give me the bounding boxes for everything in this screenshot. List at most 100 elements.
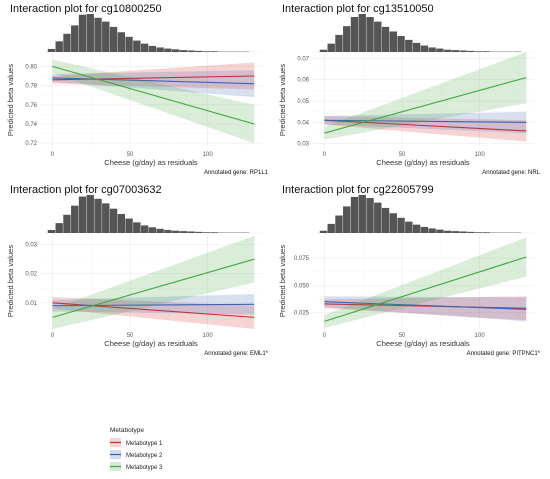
x-axis-title: Cheese (g/day) as residuals [104, 158, 198, 167]
histogram-bar [475, 232, 483, 233]
histogram-bar [381, 207, 390, 233]
confidence-band [52, 294, 255, 315]
annotated-gene-note: Annotated gene: PITPNC1* [467, 351, 541, 357]
histogram-bar [195, 50, 203, 52]
series-3 [52, 235, 255, 329]
annotated-gene-note: Annotated gene: RP1L1 [204, 170, 269, 176]
histogram-bar [47, 229, 56, 233]
histogram-bar [195, 231, 203, 233]
x-axis-title: Cheese (g/day) as residuals [104, 339, 198, 348]
histogram [312, 195, 534, 234]
histogram-bar [451, 231, 460, 233]
histogram-bar [374, 21, 382, 52]
gridlines [312, 233, 534, 329]
y-tick-label: 0.76 [25, 103, 37, 109]
x-tick-label: 0 [51, 152, 55, 158]
histogram-bar [327, 43, 335, 52]
histogram-bar [156, 47, 164, 52]
histogram-bar [164, 229, 172, 233]
x-axis-title: Cheese (g/day) as residuals [376, 158, 470, 167]
annotated-gene-note: Annotated gene: NRL [482, 170, 540, 176]
histogram-bar [133, 40, 141, 52]
panel-title: Interaction plot for cg13510050 [282, 3, 434, 15]
histogram-bar [164, 48, 172, 52]
histogram-bar [335, 34, 343, 52]
gridlines [312, 52, 534, 148]
histogram [40, 14, 262, 53]
histogram-bar [350, 17, 359, 52]
chart-panel-1: Interaction plot for cg10800250 0.72 0.74 0… [6, 3, 269, 176]
histogram-bar [210, 232, 219, 233]
histogram-bar [148, 227, 157, 233]
x-tick-label: 0 [323, 152, 327, 158]
legend-label-3: Metabotype 3 [126, 465, 163, 471]
histogram-bar [78, 196, 87, 233]
histogram-bar [412, 224, 421, 233]
confidence-band [52, 70, 255, 98]
series-3 [324, 237, 527, 328]
histogram-bar [55, 41, 63, 52]
histogram-bar [467, 231, 475, 233]
histogram [40, 195, 262, 234]
histogram-bar [428, 47, 436, 52]
histogram-bar [405, 221, 413, 233]
histogram-bar [482, 51, 491, 52]
y-axis-title: Predicted beta values [6, 64, 15, 136]
histogram-bar [343, 206, 351, 233]
histogram-bar [475, 51, 483, 52]
histogram-bar [71, 25, 79, 52]
histogram-bar [117, 32, 125, 52]
series-2 [324, 296, 527, 322]
x-tick-label: 100 [203, 333, 214, 339]
histogram-bar [203, 51, 211, 52]
fitted-line [52, 77, 255, 85]
histogram-bar [459, 50, 467, 52]
histogram-bar [156, 228, 164, 233]
histogram-bar [366, 198, 374, 233]
y-axis-title: Predicted beta values [278, 64, 287, 136]
series-2 [52, 294, 255, 315]
histogram-bar [171, 230, 180, 233]
confidence-band [324, 52, 527, 140]
histogram-bar [405, 39, 413, 52]
fitted-line [324, 256, 527, 322]
panel-title: Interaction plot for cg10800250 [10, 3, 162, 15]
y-tick-label: 0.80 [25, 64, 37, 70]
histogram-bar [436, 48, 444, 52]
legend-item-2: Metabotype 2 [110, 450, 163, 459]
confidence-band [324, 296, 527, 322]
histogram-bar [482, 232, 491, 233]
histogram-bar [78, 14, 87, 52]
fitted-line [324, 77, 527, 134]
y-tick-label: 0.74 [25, 122, 37, 128]
histogram-bar [94, 17, 102, 52]
y-tick-label: 0.03 [297, 142, 309, 148]
histogram-bar [125, 36, 133, 52]
histogram-bar [327, 223, 335, 233]
fitted-line [52, 303, 255, 307]
y-tick-label: 0.050 [294, 283, 310, 289]
y-tick-label: 0.025 [294, 311, 310, 317]
legend-label-1: Metabotype 1 [126, 441, 163, 447]
histogram-bar [389, 213, 397, 233]
histogram-bar [443, 230, 452, 233]
fitted-line [324, 119, 527, 132]
chart-panel-4: Interaction plot for cg22605799 0.025 0.05… [278, 184, 541, 357]
histogram-bar [451, 50, 460, 52]
histogram-bar [350, 196, 359, 233]
y-tick-label: 0.78 [25, 84, 37, 90]
histogram-bar [381, 26, 390, 52]
chart-panel-2: Interaction plot for cg13510050 0.03 0.04 0… [278, 3, 541, 176]
y-tick-label: 0.075 [294, 256, 310, 262]
gridlines [40, 233, 262, 329]
histogram-bar [397, 36, 405, 52]
x-tick-label: 50 [399, 152, 406, 158]
legend: Metabotype Metabotype 1 Metabotype 2 Met… [110, 427, 163, 471]
histogram-bar [47, 48, 56, 52]
fitted-line [324, 301, 527, 310]
series-3 [324, 52, 527, 140]
series-2 [324, 111, 527, 134]
histogram-bar [179, 231, 188, 233]
confidence-band [52, 235, 255, 329]
